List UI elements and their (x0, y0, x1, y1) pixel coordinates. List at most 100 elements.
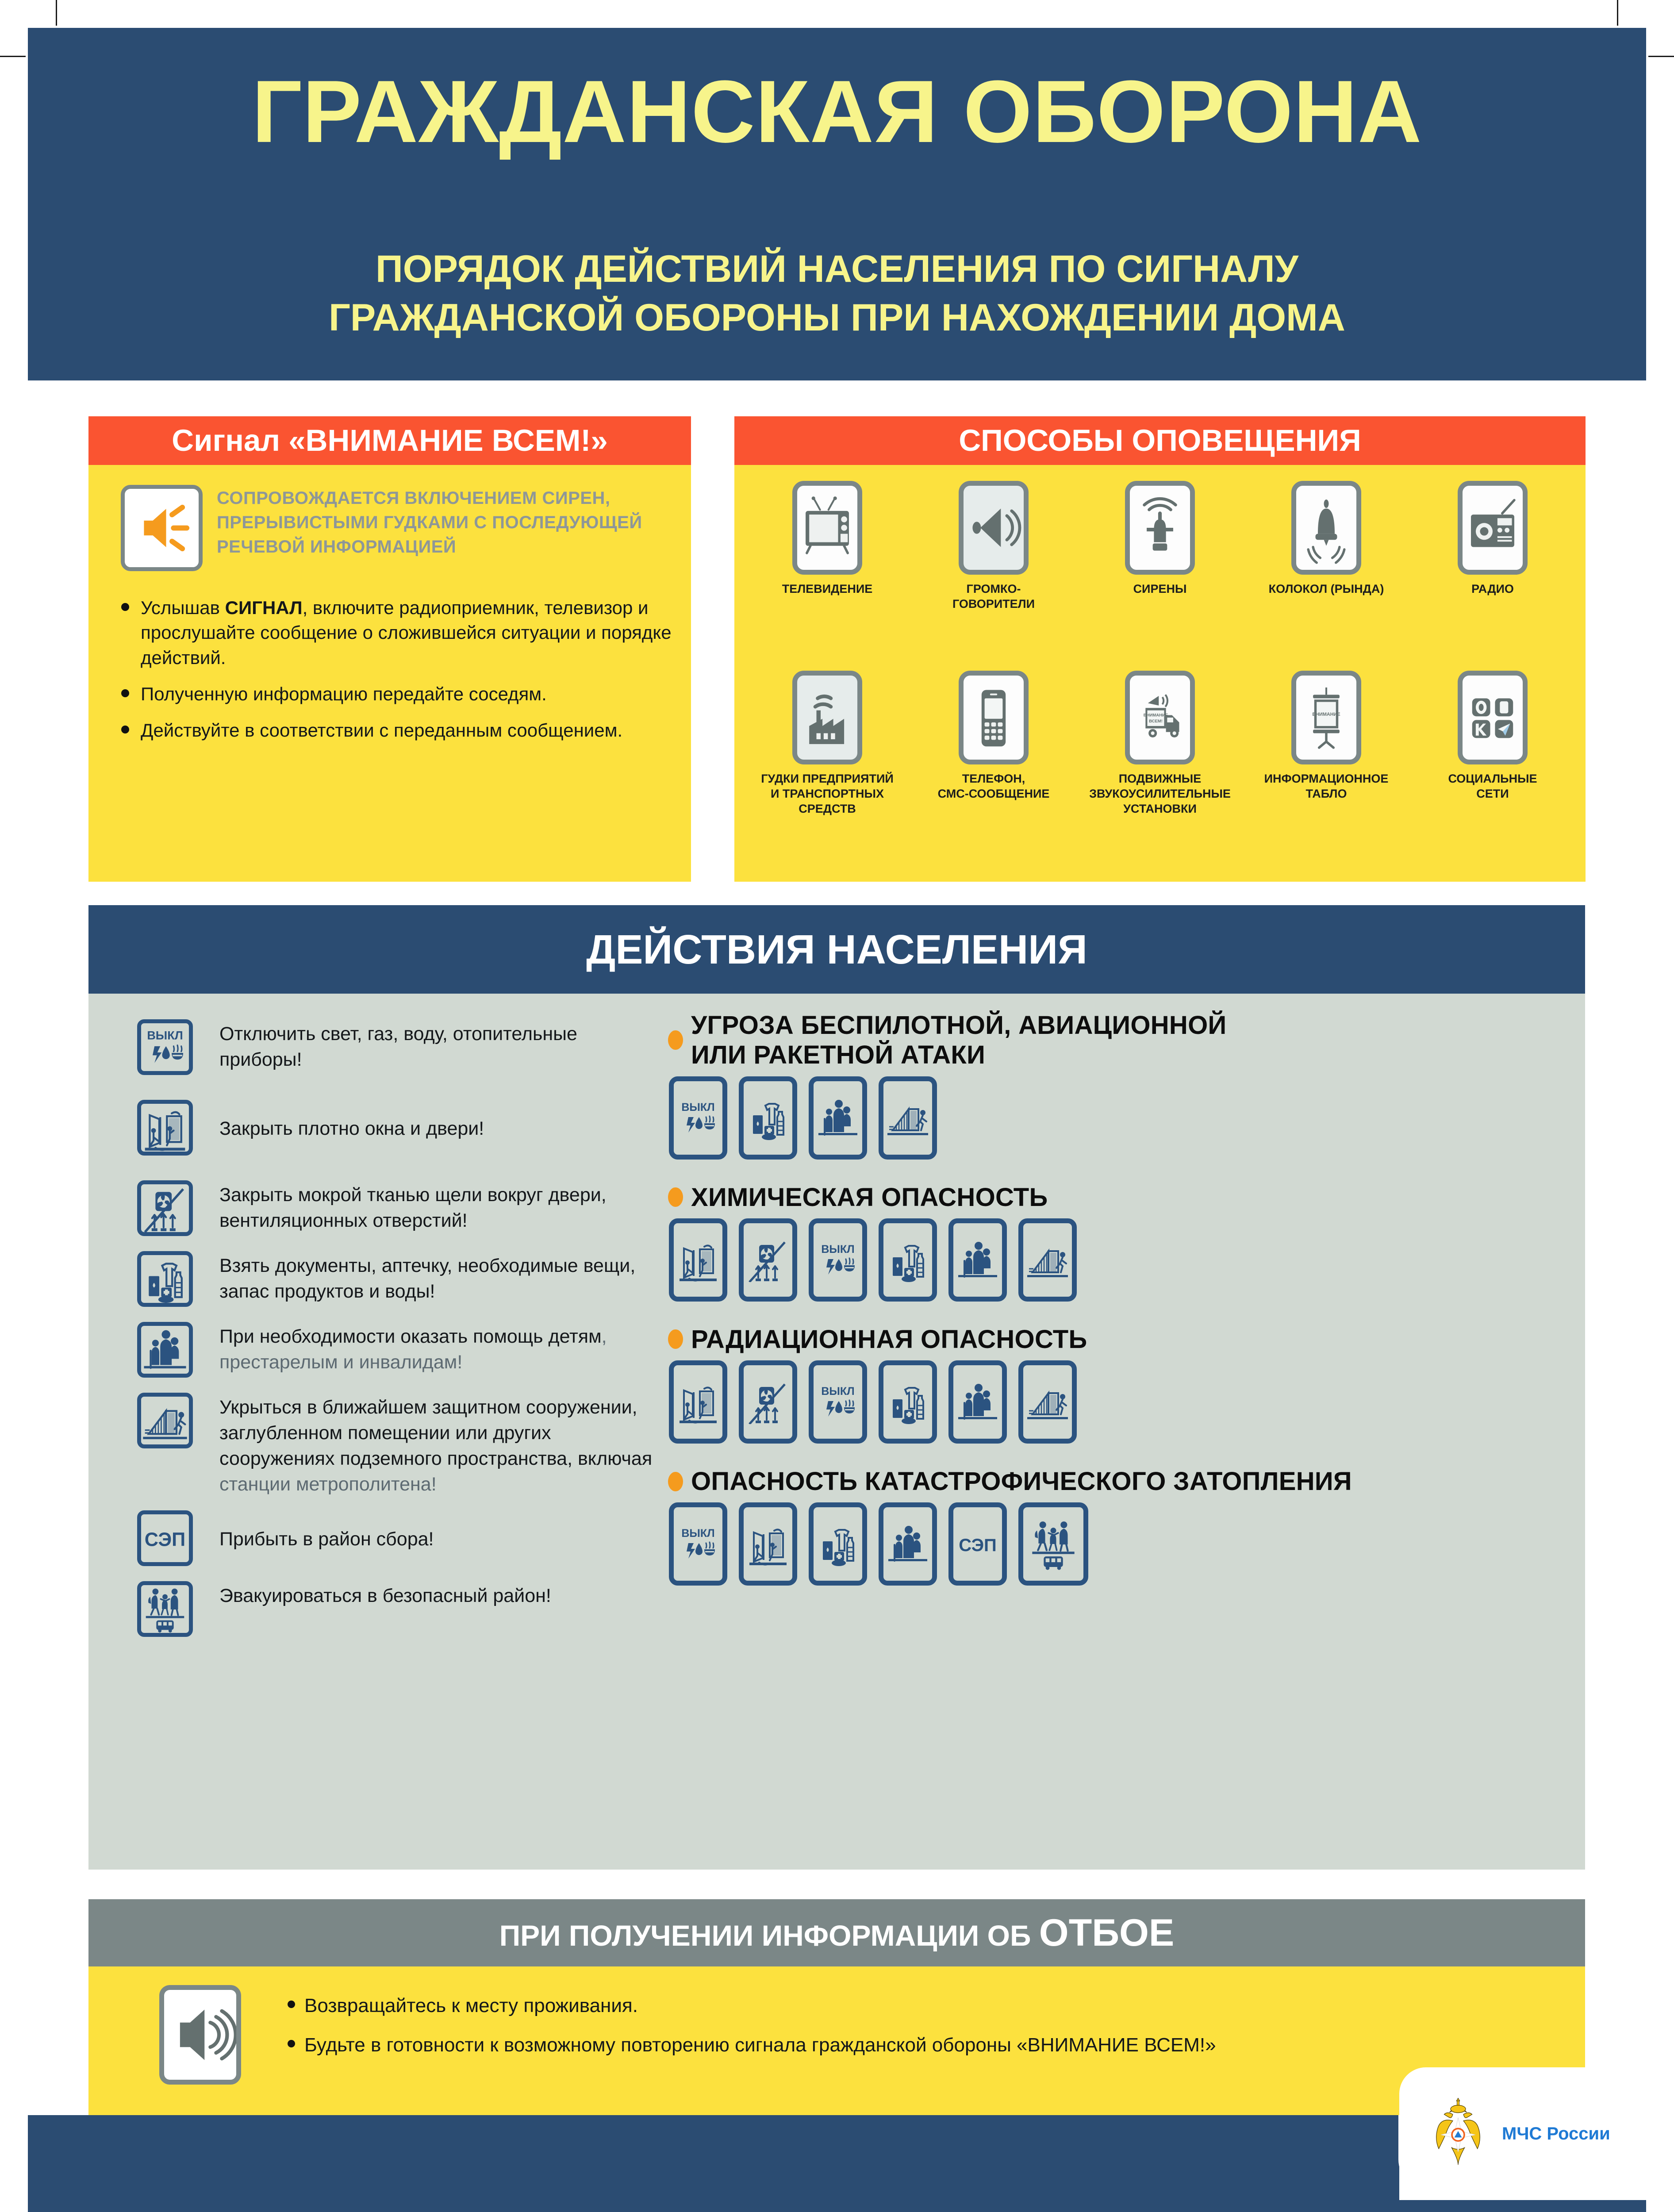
list-item: Полученную информацию передайте соседям. (115, 682, 677, 707)
threat-group-drone-air-missile: УГРОЗА БЕСПИЛОТНОЙ, АВИАЦИОННОЙ ИЛИ РАКЕТ… (668, 1010, 1562, 1160)
list-item: Отключить свет, газ, воду, отопительные … (137, 1019, 664, 1075)
power-off-icon (669, 1502, 727, 1586)
close-windows-doors-icon (137, 1100, 193, 1156)
bullet-text-post: , включите радиоприемник, телевизор и пр… (141, 597, 672, 668)
notification-method-sound-truck: ВНИМАНИЕ ВСЕМ! ПОДВИЖНЫЕ ЗВУКОУСИЛИТЕЛЬНЫ… (1085, 671, 1235, 816)
power-off-icon (809, 1360, 867, 1444)
notification-label: КОЛОКОЛ (РЫНДА) (1268, 582, 1384, 595)
bullet-dot-icon (668, 1471, 683, 1491)
list-item: Укрыться в ближайшем защитном сооружении… (137, 1393, 664, 1497)
notification-label: ПОДВИЖНЫЕ ЗВУКОУСИЛИТЕЛЬНЫЕ УСТАНОВКИ (1089, 772, 1231, 815)
list-item: Будьте в готовности к возможному повторе… (283, 2032, 1256, 2058)
speaker-orange-icon (144, 504, 190, 552)
poster-header: ГРАЖДАНСКАЯ ОБОРОНА ПОРЯДОК ДЕЙСТВИЙ НАС… (28, 28, 1646, 380)
truck-sign-line1: ВНИМАНИЕ (1144, 713, 1168, 718)
page-subtitle: ПОРЯДОК ДЕЙСТВИЙ НАСЕЛЕНИЯ ПО СИГНАЛУ ГР… (28, 245, 1646, 342)
siren-icon-box (1125, 481, 1195, 575)
social-networks-icon (1472, 698, 1513, 738)
notification-method-bell: КОЛОКОЛ (РЫНДА) (1251, 481, 1401, 612)
close-windows-doors-icon (739, 1502, 797, 1586)
action-text-main: Укрыться в ближайшем защитном сооружении… (219, 1397, 653, 1470)
signal-bullet-list: Услышав СИГНАЛ, включите радиоприемник, … (115, 595, 677, 754)
notification-row-2: ГУДКИ ПРЕДПРИЯТИЙ И ТРАНСПОРТНЫХ СРЕДСТВ (752, 671, 1568, 816)
radio-icon (1471, 499, 1516, 547)
emergency-kit-icon (879, 1218, 937, 1302)
list-item: Действуйте в соответствии с переданным с… (115, 718, 677, 743)
poster-page: ГРАЖДАНСКАЯ ОБОРОНА ПОРЯДОК ДЕЙСТВИЙ НАС… (28, 28, 1646, 2212)
threat-heading: УГРОЗА БЕСПИЛОТНОЙ, АВИАЦИОННОЙ ИЛИ РАКЕТ… (668, 1010, 1562, 1070)
list-item: Услышав СИГНАЛ, включите радиоприемник, … (115, 595, 677, 670)
notification-method-phone-sms: ТЕЛЕФОН, СМС-СООБЩЕНИЕ (918, 671, 1069, 816)
seal-vents-icon (137, 1180, 193, 1236)
mobile-phone-icon-box (959, 671, 1029, 764)
action-text: Закрыть мокрой тканью щели вокруг двери,… (219, 1184, 607, 1232)
signal-panel: Сигнал «ВНИМАНИЕ ВСЕМ!» СОПРОВОЖДАЕТСЯ В… (88, 416, 691, 882)
action-text-muted: станции метрополитена! (219, 1474, 437, 1495)
notification-methods-panel: СПОСОБЫ ОПОВЕЩЕНИЯ ТЕЛЕВИДЕНИЕ (734, 416, 1586, 882)
list-item: Эвакуироваться в безопасный район! (137, 1581, 664, 1637)
action-text: Укрыться в ближайшем защитном сооружении… (219, 1393, 664, 1497)
factory-horn-icon (809, 694, 845, 744)
mchs-logo-text: МЧС России (1502, 2124, 1610, 2143)
bullet-text-strong: СИГНАЛ (225, 597, 303, 618)
threat-heading: ХИМИЧЕСКАЯ ОПАСНОСТЬ (668, 1183, 1562, 1212)
notification-method-social-networks: СОЦИАЛЬНЫЕ СЕТИ (1417, 671, 1568, 816)
evacuate-bus-icon (137, 1581, 193, 1637)
signal-panel-body: СОПРОВОЖДАЕТСЯ ВКЛЮЧЕНИЕМ СИРЕН, ПРЕРЫВИ… (88, 465, 691, 882)
threat-icon-row (669, 1360, 1562, 1444)
actions-banner-title: ДЕЙСТВИЯ НАСЕЛЕНИЯ (586, 926, 1087, 972)
allclear-banner-title: ПРИ ПОЛУЧЕНИИ ИНФОРМАЦИИ ОБ ОТБОЕ (88, 1899, 1585, 1969)
seal-vents-icon (739, 1218, 797, 1302)
sound-truck-icon-box: ВНИМАНИЕ ВСЕМ! (1125, 671, 1195, 764)
actions-banner: ДЕЙСТВИЯ НАСЕЛЕНИЯ (88, 905, 1585, 994)
help-people-icon (948, 1218, 1007, 1302)
list-item: Взять документы, аптечку, необходимые ве… (137, 1251, 664, 1307)
crop-mark-top-right-h (1648, 56, 1674, 57)
notification-method-info-board: ВНИМАНИЕ ИНФОРМАЦИОННОЕ ТАБЛО (1251, 671, 1401, 816)
notification-label: СИРЕНЫ (1133, 582, 1187, 595)
threat-title: ХИМИЧЕСКАЯ ОПАСНОСТЬ (691, 1183, 1048, 1212)
threat-icon-row (669, 1076, 1562, 1160)
notification-method-loudspeaker: ГРОМКО- ГОВОРИТЕЛИ (918, 481, 1069, 612)
action-text: Закрыть плотно окна и двери! (219, 1118, 484, 1139)
notification-method-factory-horns: ГУДКИ ПРЕДПРИЯТИЙ И ТРАНСПОРТНЫХ СРЕДСТВ (752, 671, 902, 816)
action-text-main: При необходимости оказать помощь детям (219, 1326, 602, 1347)
notification-label: ГРОМКО- ГОВОРИТЕЛИ (952, 582, 1035, 611)
list-item: Закрыть мокрой тканью щели вокруг двери,… (137, 1180, 664, 1236)
info-board-icon: ВНИМАНИЕ (1312, 687, 1340, 749)
crop-mark-top-right-v (1617, 0, 1618, 26)
emergency-kit-icon (879, 1360, 937, 1444)
list-item: Закрыть плотно окна и двери! (137, 1100, 664, 1156)
signal-panel-title: Сигнал «ВНИМАНИЕ ВСЕМ!» (172, 423, 608, 457)
notification-label: ИНФОРМАЦИОННОЕ ТАБЛО (1264, 772, 1389, 800)
truck-sign-line2: ВСЕМ! (1149, 719, 1163, 724)
emergency-kit-icon (137, 1251, 193, 1307)
threat-icon-row (669, 1218, 1562, 1302)
notification-label: РАДИО (1471, 582, 1514, 595)
threat-heading: РАДИАЦИОННАЯ ОПАСНОСТЬ (668, 1325, 1562, 1354)
list-item: Прибыть в район сбора! (137, 1510, 664, 1567)
notification-row-1: ТЕЛЕВИДЕНИЕ ГРОМКО- ГОВОРИТЕЛИ (752, 481, 1568, 612)
threat-heading: ОПАСНОСТЬ КАТАСТРОФИЧЕСКОГО ЗАТОПЛЕНИЯ (668, 1467, 1562, 1496)
notification-panel-header: СПОСОБЫ ОПОВЕЩЕНИЯ (734, 416, 1586, 465)
allclear-banner-plain: ПРИ ПОЛУЧЕНИИ ИНФОРМАЦИИ ОБ (499, 1919, 1039, 1952)
action-text: Эвакуироваться в безопасный район! (219, 1585, 551, 1607)
television-icon-box (792, 481, 862, 575)
allclear-banner: ПРИ ПОЛУЧЕНИИ ИНФОРМАЦИИ ОБ ОТБОЕ (88, 1899, 1585, 1966)
info-board-icon-box: ВНИМАНИЕ (1291, 671, 1361, 764)
notification-label: ГУДКИ ПРЕДПРИЯТИЙ И ТРАНСПОРТНЫХ СРЕДСТВ (761, 772, 894, 815)
shelter-icon (1018, 1360, 1077, 1444)
threat-group-catastrophic-flooding: ОПАСНОСТЬ КАТАСТРОФИЧЕСКОГО ЗАТОПЛЕНИЯ (668, 1467, 1562, 1586)
mchs-emblem-icon (1436, 2097, 1480, 2165)
bell-icon-box (1291, 481, 1361, 575)
threat-groups: УГРОЗА БЕСПИЛОТНОЙ, АВИАЦИОННОЙ ИЛИ РАКЕТ… (668, 1010, 1562, 1595)
notification-label: СОЦИАЛЬНЫЕ СЕТИ (1448, 772, 1537, 800)
shelter-icon (1018, 1218, 1077, 1302)
mobile-phone-icon (981, 690, 1006, 747)
list-item: При необходимости оказать помощь детям, … (137, 1322, 664, 1378)
notification-method-television: ТЕЛЕВИДЕНИЕ (752, 481, 902, 612)
threat-title: УГРОЗА БЕСПИЛОТНОЙ, АВИАЦИОННОЙ ИЛИ РАКЕТ… (691, 1011, 1227, 1070)
emergency-kit-icon (739, 1076, 797, 1160)
allclear-banner-strong: ОТБОЕ (1039, 1912, 1175, 1954)
seal-vents-icon (739, 1360, 797, 1444)
